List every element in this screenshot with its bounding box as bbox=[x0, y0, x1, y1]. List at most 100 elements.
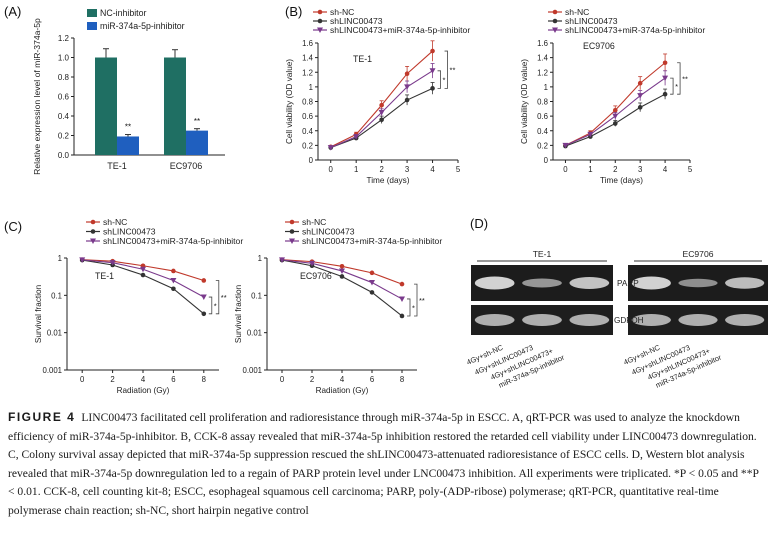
data-point bbox=[309, 260, 315, 267]
data-point bbox=[140, 272, 146, 278]
data-point bbox=[429, 68, 436, 74]
legend-marker bbox=[90, 238, 96, 244]
y-tick-label: 0.4 bbox=[58, 112, 70, 121]
significance-bracket bbox=[414, 283, 418, 317]
data-point bbox=[327, 145, 334, 151]
series-line bbox=[330, 50, 433, 148]
y-tick-label: 0.1 bbox=[251, 291, 262, 300]
legend-marker bbox=[552, 27, 558, 33]
x-tick-label: 0 bbox=[80, 375, 85, 384]
data-point bbox=[662, 75, 669, 82]
data-point bbox=[404, 71, 410, 77]
data-point bbox=[279, 257, 285, 263]
legend-label: shLINC00473 bbox=[302, 227, 355, 237]
y-tick-label: 1 bbox=[544, 83, 548, 92]
x-tick-label: 3 bbox=[405, 165, 409, 174]
significance-label: * bbox=[675, 82, 678, 91]
legend-label: sh-NC bbox=[565, 7, 589, 17]
bar bbox=[186, 130, 208, 155]
x-tick-label: 4 bbox=[430, 165, 435, 174]
x-tick-label: TE-1 bbox=[107, 161, 127, 171]
data-point bbox=[200, 294, 207, 301]
legend-marker bbox=[90, 229, 96, 234]
legend-marker bbox=[289, 229, 295, 234]
x-axis-label: Radiation (Gy) bbox=[316, 386, 369, 395]
significance-bracket bbox=[670, 77, 674, 95]
data-point bbox=[201, 311, 207, 317]
data-point bbox=[587, 131, 594, 138]
x-tick-label: 4 bbox=[663, 165, 668, 174]
significance-label: * bbox=[214, 301, 217, 310]
data-point bbox=[171, 268, 176, 274]
significance-label: ** bbox=[125, 123, 131, 132]
legend-marker bbox=[317, 18, 323, 24]
y-tick-label: 0.6 bbox=[537, 112, 548, 121]
data-point bbox=[353, 134, 360, 140]
y-axis-label: Relative expression level of miR-374a-5p bbox=[32, 18, 42, 175]
data-point bbox=[662, 91, 668, 97]
y-tick-label: 0.2 bbox=[58, 132, 70, 141]
y-tick-label: 1.0 bbox=[58, 54, 70, 63]
protein-label: PARP bbox=[617, 279, 639, 288]
legend-label: sh-NC bbox=[103, 217, 127, 227]
chart-title: TE-1 bbox=[95, 271, 114, 281]
legend-label: shLINC00473 bbox=[565, 16, 618, 26]
series-line bbox=[565, 62, 666, 146]
parp-band bbox=[678, 278, 718, 288]
y-tick-label: 0 bbox=[544, 156, 549, 165]
y-axis-label: Cell viability (OD value) bbox=[285, 59, 294, 144]
data-point bbox=[79, 257, 86, 263]
legend-marker bbox=[317, 9, 323, 15]
legend-label: shLINC00473+miR-374a-5p-inhibitor bbox=[565, 25, 705, 35]
significance-bracket bbox=[208, 296, 213, 315]
y-tick-label: 0.01 bbox=[247, 329, 262, 338]
data-point bbox=[369, 280, 375, 286]
x-tick-label: 0 bbox=[563, 165, 568, 174]
x-tick-label: 2 bbox=[613, 165, 617, 174]
y-axis-label: Cell viability (OD value) bbox=[520, 59, 529, 144]
x-tick-label: 2 bbox=[110, 375, 114, 384]
y-tick-label: 0.8 bbox=[302, 98, 313, 107]
data-point bbox=[404, 84, 411, 90]
legend-marker bbox=[317, 27, 323, 33]
legend-label: sh-NC bbox=[302, 217, 326, 227]
y-tick-label: 1.2 bbox=[537, 68, 548, 77]
data-point bbox=[171, 286, 176, 292]
significance-label: ** bbox=[450, 66, 456, 75]
data-point bbox=[378, 109, 385, 116]
panel-letter: (D) bbox=[470, 216, 488, 231]
x-tick-label: 2 bbox=[379, 165, 383, 174]
x-tick-label: 1 bbox=[588, 165, 592, 174]
data-point bbox=[430, 86, 435, 91]
data-point bbox=[399, 281, 405, 287]
y-tick-label: 0.001 bbox=[42, 366, 62, 375]
parp-band bbox=[725, 277, 765, 289]
figure-label: FIGURE 4 bbox=[8, 410, 76, 424]
data-point bbox=[404, 97, 410, 103]
legend-label: miR-374a-5p-inhibitor bbox=[100, 21, 185, 31]
x-axis-label: Time (days) bbox=[600, 176, 643, 185]
data-point bbox=[109, 260, 116, 266]
gdpdh-band bbox=[569, 314, 610, 326]
y-tick-label: 0.4 bbox=[537, 127, 549, 136]
legend-label: shLINC00473+miR-374a-5p-inhibitor bbox=[330, 25, 470, 35]
chart-title: EC9706 bbox=[583, 41, 615, 51]
y-tick-label: 1.4 bbox=[537, 54, 549, 63]
data-point bbox=[637, 105, 643, 110]
parp-band bbox=[631, 276, 671, 290]
data-point bbox=[399, 313, 405, 319]
legend-label: shLINC00473+miR-374a-5p-inhibitor bbox=[302, 236, 442, 246]
significance-label: ** bbox=[194, 117, 200, 126]
data-point bbox=[637, 93, 644, 99]
figure-caption: FIGURE 4 LINC00473 facilitated cell proli… bbox=[8, 408, 766, 521]
legend-swatch bbox=[87, 9, 97, 17]
significance-label: * bbox=[443, 76, 446, 85]
y-tick-label: 0 bbox=[309, 156, 314, 165]
significance-label: ** bbox=[221, 293, 227, 302]
cell-line-label: EC9706 bbox=[682, 249, 713, 259]
protein-label: GDPDH bbox=[614, 316, 644, 325]
data-point bbox=[201, 278, 207, 283]
data-point bbox=[637, 80, 643, 86]
significance-label: ** bbox=[682, 74, 688, 83]
bar bbox=[95, 57, 117, 155]
